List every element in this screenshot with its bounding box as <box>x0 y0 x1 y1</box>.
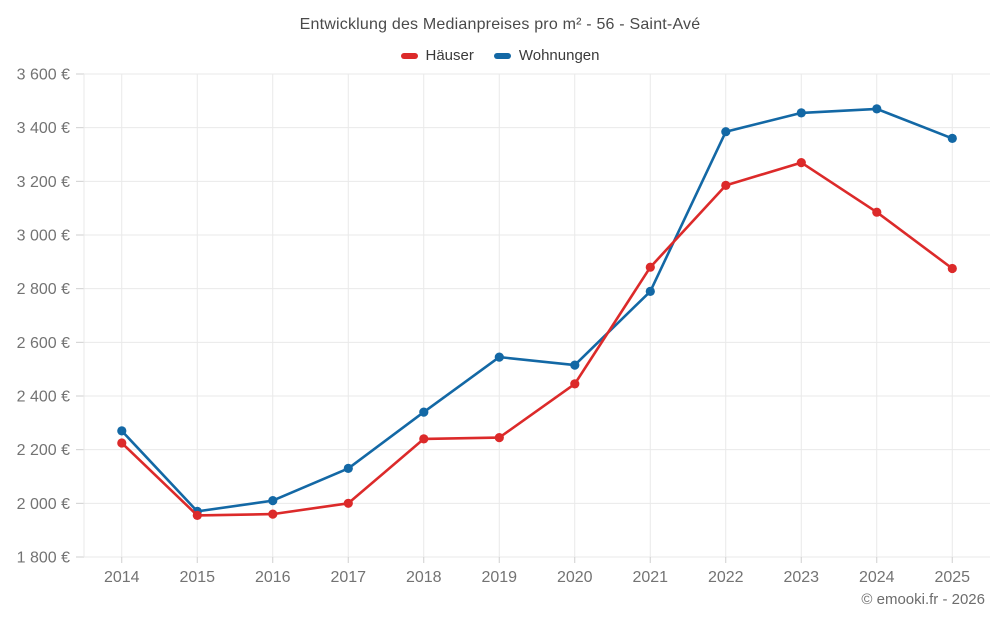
x-axis-label: 2018 <box>406 569 442 586</box>
legend-swatch-wohnungen-icon <box>493 52 511 59</box>
y-axis-label: 2 800 € <box>17 281 70 298</box>
x-axis-label: 2014 <box>104 569 140 586</box>
data-point[interactable] <box>343 498 353 508</box>
data-point[interactable] <box>494 433 504 443</box>
data-point[interactable] <box>419 407 429 417</box>
data-point[interactable] <box>570 379 580 389</box>
x-axis-label: 2025 <box>934 569 970 586</box>
data-point[interactable] <box>419 434 429 444</box>
y-axis-label: 3 400 € <box>17 120 70 137</box>
y-axis-label: 2 600 € <box>17 335 70 352</box>
x-axis-label: 2017 <box>330 569 366 586</box>
data-point[interactable] <box>117 426 127 436</box>
data-point[interactable] <box>343 463 353 473</box>
chart-title: Entwicklung des Medianpreises pro m² - 5… <box>299 16 701 33</box>
data-point[interactable] <box>268 509 278 519</box>
y-axis-label: 3 200 € <box>17 174 70 191</box>
y-axis-label: 2 200 € <box>17 442 70 459</box>
data-point[interactable] <box>947 263 957 274</box>
footer-credit[interactable]: © emooki.fr - 2026 <box>861 591 985 608</box>
data-point[interactable] <box>117 438 127 448</box>
data-point[interactable] <box>872 104 882 114</box>
data-point[interactable] <box>192 510 202 520</box>
legend-label-wohnungen: Wohnungen <box>518 47 600 64</box>
legend-label-haeuser: Häuser <box>425 47 474 64</box>
y-axis-label: 3 000 € <box>17 228 70 245</box>
x-axis-label: 2019 <box>481 569 517 586</box>
data-point[interactable] <box>570 360 580 370</box>
data-point[interactable] <box>947 133 957 143</box>
legend: Häuser Wohnungen <box>0 47 1000 64</box>
series-line-1 <box>120 107 954 513</box>
data-point[interactable] <box>796 108 806 118</box>
data-point[interactable] <box>268 496 278 506</box>
x-axis-label: 2020 <box>557 569 593 586</box>
x-axis-label: 2021 <box>632 569 668 586</box>
legend-swatch-haeuser-icon <box>400 52 418 59</box>
data-point[interactable] <box>872 207 882 217</box>
data-point[interactable] <box>645 262 655 272</box>
data-point[interactable] <box>645 286 655 296</box>
y-axis-label: 3 600 € <box>17 67 70 84</box>
x-axis-label: 2016 <box>255 569 291 586</box>
x-axis-label: 2023 <box>783 569 819 586</box>
y-axis-label: 2 000 € <box>17 496 70 513</box>
y-axis-label: 1 800 € <box>17 550 70 567</box>
legend-item-haeuser[interactable]: Häuser <box>400 47 474 64</box>
data-point[interactable] <box>796 158 806 168</box>
legend-item-wohnungen[interactable]: Wohnungen <box>493 47 600 64</box>
data-point[interactable] <box>721 127 731 137</box>
x-axis-label: 2015 <box>179 569 215 586</box>
data-point[interactable] <box>721 180 731 190</box>
y-axis-label: 2 400 € <box>17 389 70 406</box>
x-axis-label: 2024 <box>859 569 895 586</box>
x-axis-label: 2022 <box>708 569 744 586</box>
data-point[interactable] <box>494 352 504 362</box>
series-line-0 <box>120 161 954 517</box>
